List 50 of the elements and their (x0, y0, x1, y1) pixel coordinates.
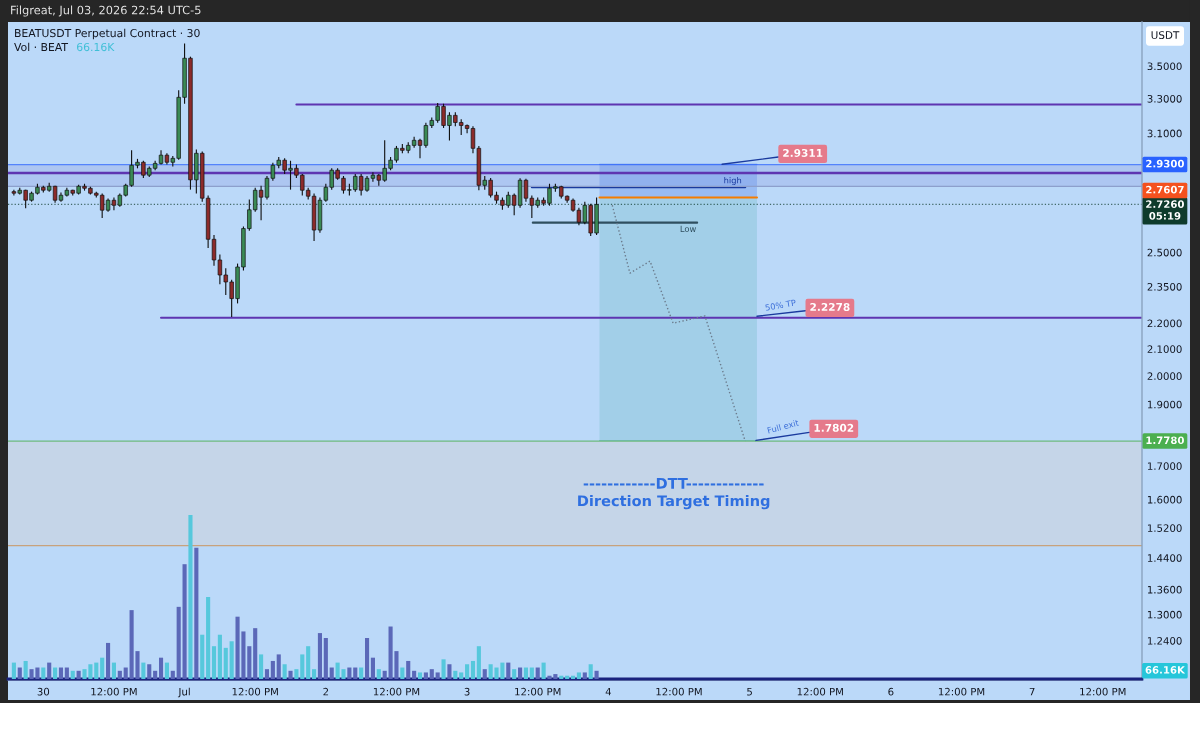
band-label: ------------DTT------------- Direction Target Timing (578, 478, 770, 510)
y-tick-label: 1.4400 (1147, 554, 1182, 562)
x-tick-label: 5 (747, 687, 752, 696)
y-tick-label: 2.1000 (1147, 345, 1182, 353)
x-tick-label: 12:00 PM (373, 687, 420, 696)
y-tick-label: 3.3000 (1147, 94, 1182, 103)
x-tick-label: 12:00 PM (797, 687, 843, 696)
x-tick-label: 12:00 PM (232, 687, 278, 696)
x-tick-label: 2 (323, 687, 329, 696)
x-tick-label: 12:00 PM (656, 687, 702, 696)
annotation: 2.2278 (810, 302, 850, 311)
x-tick-label: 12:00 PM (938, 687, 985, 696)
annotation: Low (680, 225, 696, 233)
y-tick-label: 2.5000 (1147, 248, 1182, 257)
chart-subtitle: Filgreat, Jul 03, 2026 22:54 UTC-5 (11, 5, 201, 17)
ref-line-label: 2.9300 (1146, 159, 1184, 168)
y-tick-label: 1.5200 (1147, 524, 1182, 532)
chart-subtitle: 66.16K (77, 42, 115, 52)
x-tick-label: 12:00 PM (515, 687, 561, 696)
y-tick-label: 1.7000 (1147, 462, 1182, 470)
annotation: Full exit (767, 419, 800, 434)
text: 66.16K (1145, 666, 1186, 674)
y-tick-label: 2.2000 (1147, 319, 1182, 328)
x-tick-label: Jul (177, 687, 190, 698)
ref-line-label: 2.7260 05:19 (1146, 200, 1184, 220)
x-tick-label: 6 (888, 687, 894, 696)
y-tick-label: 3.5000 (1147, 62, 1182, 71)
ref-line-label: 1.7780 (1146, 436, 1184, 445)
text: 2.7607 (1146, 185, 1184, 194)
annotation: high (724, 176, 742, 186)
x-tick-label: 4 (605, 687, 612, 696)
chart-title: Vol · BEAT (14, 42, 69, 52)
x-tick-label: 30 (37, 687, 50, 696)
y-tick-label: 1.3000 (1147, 610, 1182, 619)
x-tick-label: 12:00 PM (91, 687, 137, 696)
annotation: 50% TP (765, 299, 797, 311)
annotation: 2.9311 (783, 148, 823, 157)
y-tick-label: 3.1000 (1147, 129, 1182, 138)
y-tick-label: 2.0000 (1147, 372, 1182, 380)
y-tick-label: 1.3600 (1147, 585, 1182, 594)
y-axis-title: USDT (1151, 31, 1180, 40)
y-tick-label: 1.9000 (1147, 400, 1182, 409)
text: BEATUSDT Perpetual Contract · 30 (15, 28, 200, 40)
x-tick-label: 12:00 PM (1080, 687, 1126, 696)
y-tick-label: 1.2400 (1147, 637, 1182, 645)
y-tick-label: 2.3500 (1147, 282, 1182, 291)
annotation: 1.7802 (814, 423, 854, 432)
x-tick-label: 7 (1029, 687, 1035, 696)
x-tick-label: 3 (464, 687, 470, 696)
y-tick-label: 1.6000 (1147, 495, 1182, 504)
